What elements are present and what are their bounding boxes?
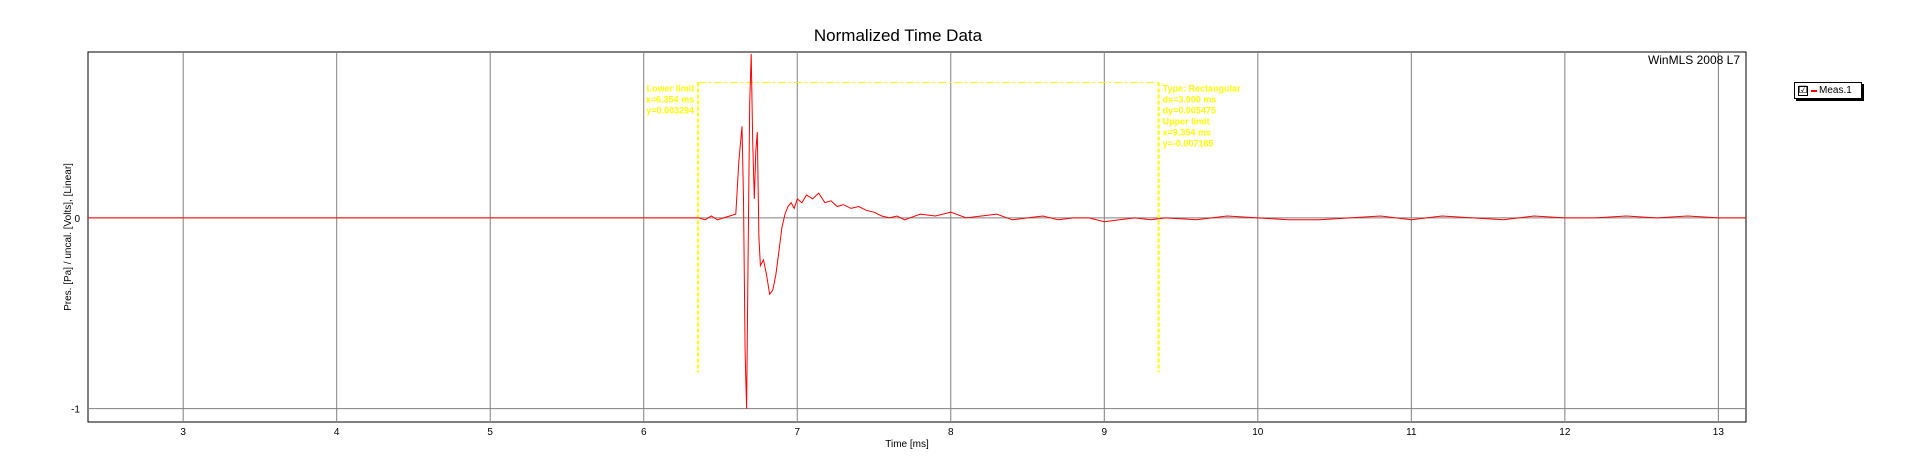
x-axis-label: Time [ms] (885, 439, 929, 450)
cursor-lower-label-line: x=6.354 ms (646, 95, 694, 105)
x-tick-label: 9 (1102, 427, 1108, 438)
y-axis-label: Pres. [Pa] / uncal. [Volts], [Linear] (63, 163, 74, 311)
watermark: WinMLS 2008 L7 (1648, 53, 1740, 67)
chart-title: Normalized Time Data (814, 26, 983, 45)
x-tick-label: 7 (794, 427, 800, 438)
series-line-meas1 (88, 53, 1746, 409)
y-tick-labels: 0 -1 (71, 214, 80, 416)
y-tick-label: 0 (74, 214, 80, 225)
x-tick-label: 13 (1713, 427, 1725, 438)
legend-label: Meas.1 (1819, 85, 1852, 96)
legend-swatch (1811, 89, 1817, 92)
legend: ☑ Meas.1 (1794, 82, 1862, 99)
y-tick-label: -1 (71, 405, 80, 416)
x-tick-label: 6 (641, 427, 647, 438)
cursor-upper-label-line: dx=3.000 ms (1163, 95, 1217, 105)
cursor-lower-label-line: Lower limit (647, 84, 695, 94)
cursor-upper-label-line: Type: Rectangular (1163, 84, 1241, 94)
cursor-upper-label-line: dy=0.005475 (1163, 106, 1216, 116)
cursor-rectangle (697, 82, 1160, 373)
x-tick-label: 5 (487, 427, 493, 438)
legend-checkbox[interactable]: ☑ (1798, 84, 1808, 96)
x-tick-labels: 3 4 5 6 7 8 9 10 11 12 13 (180, 427, 1724, 438)
x-tick-label: 12 (1559, 427, 1571, 438)
x-tick-label: 10 (1252, 427, 1264, 438)
cursor-lower-label-line: y=0.003294 (646, 106, 694, 116)
cursor-upper-label-line: Upper limit (1163, 117, 1210, 127)
cursor-upper-label-line: x=9.354 ms (1163, 128, 1211, 138)
x-tick-label: 3 (180, 427, 186, 438)
x-tick-label: 8 (948, 427, 954, 438)
x-tick-label: 4 (334, 427, 340, 438)
cursor-upper-label-line: y=-0.007185 (1163, 139, 1214, 149)
x-tick-label: 11 (1406, 427, 1417, 438)
plot-area (87, 51, 1747, 423)
